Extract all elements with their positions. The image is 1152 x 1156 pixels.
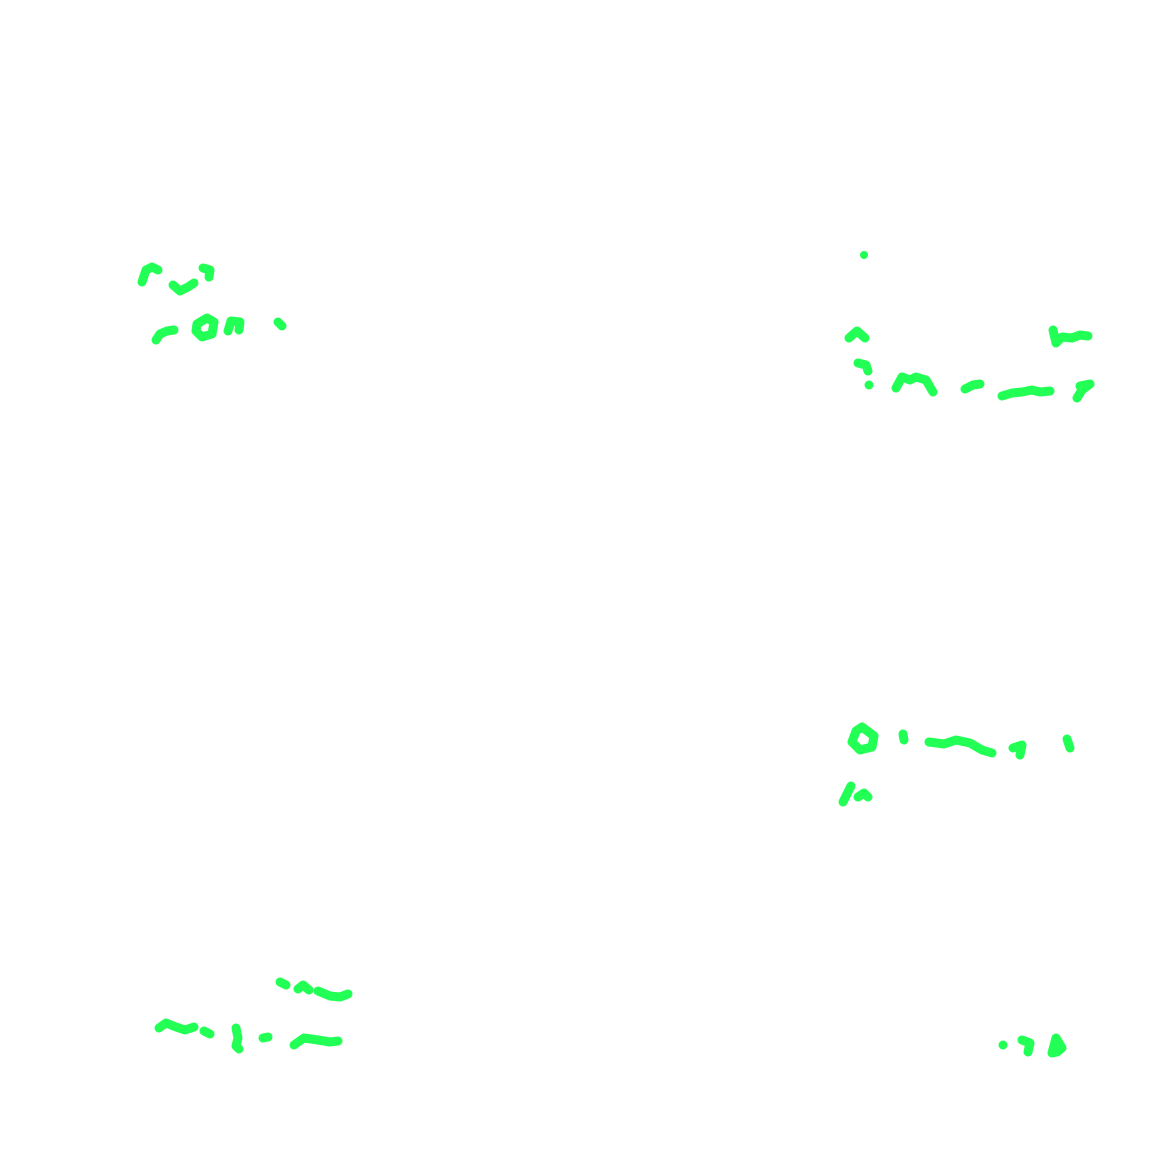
scribble-stroke — [273, 317, 287, 331]
scribble-stroke — [168, 278, 199, 296]
scribble-stroke — [293, 980, 314, 995]
scribble-stroke — [1008, 740, 1027, 760]
scribble-stroke — [231, 1023, 244, 1054]
scribble-stroke — [853, 358, 873, 376]
scribble-stroke — [258, 1032, 273, 1043]
scribble-stroke — [853, 788, 873, 802]
scribble-dot — [864, 380, 874, 390]
scribble-dot — [998, 1040, 1008, 1050]
scribble-stroke — [313, 986, 353, 1002]
scribble-stroke — [891, 372, 938, 397]
scribble-group-bottom-left — [154, 977, 353, 1054]
scribble-stroke — [289, 1033, 343, 1050]
scribble-stroke — [191, 313, 219, 342]
scribble-stroke — [1048, 325, 1093, 348]
scribble-stroke — [151, 325, 179, 345]
scribble-stroke — [154, 1018, 199, 1035]
scribble-stroke — [275, 977, 291, 990]
scribble-stroke — [137, 262, 163, 287]
scribble-stroke — [198, 263, 215, 282]
scribble-stroke — [960, 379, 985, 394]
scribble-stroke — [997, 385, 1055, 401]
scribble-stroke — [1047, 1033, 1067, 1058]
scribble-stroke — [898, 729, 909, 745]
scribble-group-top-right — [844, 251, 1095, 403]
scribble-group-bottom-right — [998, 1033, 1067, 1058]
scribble-stroke — [844, 326, 870, 343]
scribble-stroke — [1017, 1035, 1035, 1057]
scribble-dot — [860, 251, 868, 259]
scribble-stroke — [199, 1026, 215, 1039]
scribble-stroke — [1062, 734, 1075, 753]
scribble-stroke — [847, 722, 879, 755]
scribble-stroke — [924, 735, 997, 758]
scribble-stroke — [1072, 379, 1095, 403]
scribble-stroke — [223, 316, 245, 336]
scribble-stroke — [838, 781, 856, 807]
scribble-group-middle-right — [838, 722, 1075, 807]
scribble-group-top-left — [137, 262, 287, 345]
